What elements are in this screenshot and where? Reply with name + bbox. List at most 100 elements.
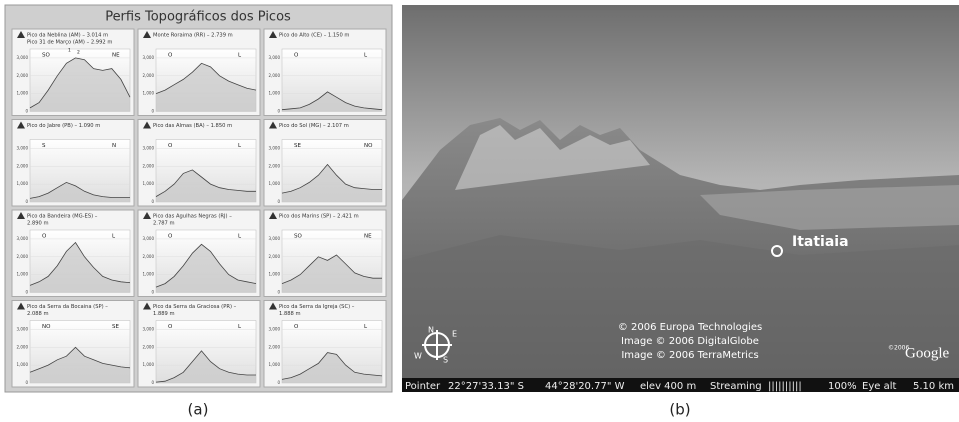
chart-title: Pico da Bandeira (MG-ES) – — [27, 214, 98, 220]
profile-chart: Pico do Jabre (PB) – 1.090 m01,0002,0003… — [12, 120, 134, 207]
chart-title: Pico 31 de Março (AM) – 2.992 m — [27, 40, 112, 46]
y-tick-label: 1,000 — [269, 362, 281, 367]
profile-chart: Pico do Sol (MG) – 2.107 m01,0002,0003,0… — [264, 120, 386, 207]
chart-title: 1.888 m — [279, 311, 301, 317]
direction-label: SE — [294, 143, 301, 149]
y-tick-label: 2,000 — [17, 254, 29, 259]
direction-label: O — [168, 53, 173, 59]
status-item: Eye alt — [862, 381, 896, 392]
direction-label: O — [42, 234, 47, 240]
direction-label: O — [168, 143, 173, 149]
y-tick-label: 1,000 — [143, 181, 155, 186]
y-tick-label: 1,000 — [17, 91, 29, 96]
chart-title: Pico da Serra da Bocaina (SP) – — [27, 304, 108, 310]
y-tick-label: 2,000 — [269, 163, 281, 168]
status-item: Streaming — [710, 381, 762, 392]
chart-title: Monte Roraima (RR) – 2.739 m — [153, 33, 233, 39]
y-tick-label: 1,000 — [143, 272, 155, 277]
compass-label: N — [428, 326, 434, 335]
y-tick-label: 1,000 — [143, 362, 155, 367]
compass-label: S — [443, 356, 448, 365]
status-item: Pointer — [405, 381, 441, 392]
profile-chart: Pico da Serra da Graciosa (PR) –1.889 m0… — [138, 301, 260, 388]
credit: Image © 2006 DigitalGlobe — [621, 336, 759, 347]
status-item: elev 400 m — [640, 381, 696, 392]
y-tick-label: 2,000 — [143, 254, 155, 259]
compass-label: E — [452, 330, 457, 339]
chart-title: Pico do Alto (CE) – 1.150 m — [279, 33, 349, 39]
y-tick-label: 1,000 — [143, 91, 155, 96]
status-item: |||||||||| — [768, 381, 802, 392]
y-tick-label: 2,000 — [143, 344, 155, 349]
y-tick-label: 1,000 — [269, 91, 281, 96]
y-tick-label: 2,000 — [17, 344, 29, 349]
direction-label: O — [294, 324, 299, 330]
credit: Image © 2006 TerraMetrics — [621, 350, 758, 361]
y-tick-label: 1,000 — [17, 272, 29, 277]
y-tick-label: 2,000 — [17, 163, 29, 168]
direction-label: O — [168, 324, 173, 330]
chart-title: Pico da Neblina (AM) – 3.014 m — [27, 33, 108, 39]
direction-label: SO — [42, 53, 50, 59]
y-tick-label: 2,000 — [269, 344, 281, 349]
direction-label: NE — [364, 234, 372, 240]
y-tick-label: 2,000 — [17, 73, 29, 78]
direction-label: NO — [364, 143, 373, 149]
chart-title: 2.890 m — [27, 221, 49, 227]
y-tick-label: 2,000 — [269, 73, 281, 78]
chart-title: Pico da Serra da Igreja (SC) – — [279, 304, 355, 310]
y-tick-label: 2,000 — [143, 73, 155, 78]
direction-label: NE — [112, 53, 120, 59]
peak-label: 2 — [77, 50, 80, 56]
earth-view: Itatiaia © 2006 Europa Technologies Imag… — [402, 5, 959, 392]
profile-chart: Pico das Agulhas Negras (RJ) –2.787 m01,… — [138, 210, 260, 297]
chart-title: 2.088 m — [27, 311, 49, 317]
credit: © 2006 Europa Technologies — [618, 322, 762, 333]
direction-label: SE — [112, 324, 119, 330]
y-tick-label: 2,000 — [269, 254, 281, 259]
chart-title: Pico do Sol (MG) – 2.107 m — [279, 123, 349, 129]
profile-chart: Pico do Alto (CE) – 1.150 m01,0002,0003,… — [264, 29, 386, 116]
y-tick-label: 3,000 — [143, 55, 155, 60]
y-tick-label: 1,000 — [269, 272, 281, 277]
y-tick-label: 2,000 — [143, 163, 155, 168]
direction-label: O — [168, 234, 173, 240]
status-item: 44°28'20.77" W — [545, 381, 625, 392]
y-tick-label: 1,000 — [269, 181, 281, 186]
chart-title: 2.787 m — [153, 221, 175, 227]
compass-label: W — [414, 352, 422, 361]
y-tick-label: 3,000 — [143, 145, 155, 150]
chart-title: Pico dos Marins (SP) – 2.421 m — [279, 214, 359, 220]
figure: Perfis Topográficos dos Picos Pico da Ne… — [0, 0, 959, 422]
logo: Google — [905, 345, 950, 361]
y-tick-label: 3,000 — [17, 55, 29, 60]
caption: (a) — [188, 401, 209, 419]
status-item: 5.10 km — [913, 381, 954, 392]
y-tick-label: 1,000 — [17, 362, 29, 367]
chart-title: Pico da Serra da Graciosa (PR) – — [153, 304, 237, 310]
direction-label: S — [42, 143, 46, 149]
y-tick-label: 3,000 — [269, 55, 281, 60]
profile-chart: Pico da Bandeira (MG-ES) –2.890 m01,0002… — [12, 210, 134, 297]
chart-title: 1.889 m — [153, 311, 175, 317]
y-tick-label: 3,000 — [17, 145, 29, 150]
y-tick-label: 3,000 — [269, 236, 281, 241]
status-item: 22°27'33.13" S — [448, 381, 524, 392]
y-tick-label: 3,000 — [269, 145, 281, 150]
profile-chart: Pico da Serra da Igreja (SC) –1.888 m01,… — [264, 301, 386, 388]
profiles-panel: Perfis Topográficos dos Picos Pico da Ne… — [5, 5, 392, 392]
place-label: Itatiaia — [792, 234, 849, 250]
y-tick-label: 3,000 — [143, 326, 155, 331]
direction-label: SO — [294, 234, 302, 240]
peak-label: 1 — [68, 48, 71, 54]
y-tick-label: 3,000 — [17, 326, 29, 331]
y-tick-label: 3,000 — [143, 236, 155, 241]
direction-label: NO — [42, 324, 51, 330]
direction-label: N — [112, 143, 116, 149]
y-tick-label: 3,000 — [17, 236, 29, 241]
direction-label: O — [294, 53, 299, 59]
profile-chart: Pico dos Marins (SP) – 2.421 m01,0002,00… — [264, 210, 386, 297]
profile-chart: Pico das Almas (BA) – 1.850 m01,0002,000… — [138, 120, 260, 207]
status-text: Pointer 22°27'33.13" S 44°28'20.77" W el… — [405, 381, 954, 392]
